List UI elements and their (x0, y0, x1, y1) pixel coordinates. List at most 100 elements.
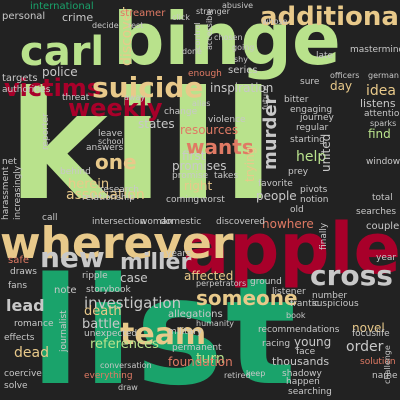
word-victims: victims (4, 74, 102, 102)
word-thousands: thousands (272, 355, 330, 368)
word-resources: resources (180, 123, 239, 137)
word-recommendations: recommendations (258, 325, 340, 335)
word-nowhere: nowhere (262, 217, 314, 231)
word-turn: turn (196, 351, 225, 367)
word-focus: focus (352, 329, 377, 339)
word-someone: someone (196, 286, 298, 310)
word-late: late (316, 51, 334, 61)
word-click: click (172, 13, 190, 22)
word-series: series (228, 65, 258, 76)
word-years: years (166, 249, 191, 259)
word-streamer: streamer (120, 8, 166, 19)
word-starting: starting (290, 135, 325, 145)
word-inspiration: inspiration (210, 81, 274, 95)
word-engaging: engaging (290, 105, 333, 115)
word-abusive: abusive (222, 1, 254, 10)
word-whose: whose (262, 17, 288, 26)
word-life: life (376, 329, 390, 339)
word-couple: couple (366, 221, 400, 232)
word-chosen: chosen (214, 33, 243, 42)
word-allegations: allegations (168, 309, 223, 320)
word-miller: miller (120, 250, 192, 275)
word-coercive: coercive (4, 369, 42, 379)
word-help: help (296, 149, 327, 165)
word-list: list (30, 246, 299, 400)
word-regular: regular (296, 123, 329, 133)
word-notion: notion (300, 195, 329, 205)
word-solve: solve (4, 381, 28, 391)
word-discovered: discovered (216, 217, 265, 227)
word-searching: searching (288, 387, 332, 397)
word-herein: herein (68, 177, 110, 192)
word-ripple: ripple (82, 271, 108, 281)
word-crime: crime (62, 11, 94, 24)
word-carl: carl (20, 29, 105, 75)
word-kill: kill (8, 60, 279, 234)
word-leave: leave (98, 129, 123, 139)
word-name: name (372, 371, 398, 381)
word-window: window (366, 157, 400, 167)
word-away: away (124, 93, 146, 102)
word-shadowy: shadowy (282, 369, 322, 379)
word-listens: listens (360, 97, 396, 110)
word-effects: effects (4, 333, 35, 343)
word-intersection: intersection (92, 217, 146, 227)
word-answers: answers (86, 143, 124, 153)
word-unexpected: unexpected (84, 329, 138, 339)
word-safe: safe (8, 255, 30, 266)
word-alias: alias (192, 99, 211, 108)
word-challenge: challenge (383, 345, 392, 384)
word-perpetrators: perpetrators (196, 279, 247, 288)
word-first: first (182, 149, 206, 163)
word-permanent: permanent (172, 343, 222, 353)
word-everything: everything (84, 371, 133, 381)
word-case: case (120, 271, 148, 285)
word-states: states (138, 117, 175, 131)
word-school: school (98, 137, 124, 146)
word-searches: searches (356, 207, 397, 217)
word-future: future (261, 85, 270, 110)
word-young: young (294, 335, 332, 349)
word-keep: keep (246, 369, 266, 378)
word-accessible: accessible (205, 8, 214, 50)
word-going: going (232, 43, 255, 52)
word-mastermind: mastermind (350, 45, 400, 55)
word-idea: idea (366, 83, 396, 99)
word-old: old (290, 205, 304, 215)
word-finally: finally (319, 222, 329, 250)
word-wants: wants (186, 135, 254, 159)
word-novel: novel (352, 321, 385, 335)
word-pivots: pivots (300, 185, 328, 195)
word-note: note (54, 285, 77, 296)
word-reporter: reporter (41, 113, 51, 150)
word-research: research (100, 185, 139, 195)
word-suspicious: suspicious (312, 299, 359, 309)
word-conversation: conversation (100, 361, 152, 370)
word-woman: woman (140, 217, 173, 227)
word-trying: trying (243, 146, 257, 182)
word-takes: takes (214, 171, 239, 181)
word-stranger: stranger (196, 7, 230, 16)
word-happen: happen (286, 377, 320, 387)
word-lead: lead (6, 296, 45, 315)
word-people: people (256, 189, 297, 203)
word-bitter: bitter (284, 95, 309, 105)
word-year: year (376, 253, 397, 263)
word-done: done (182, 47, 202, 56)
word-worst: worst (200, 195, 225, 205)
word-favorite: favorite (258, 179, 293, 189)
word-net: net (2, 157, 17, 167)
word-shy: shy (234, 55, 248, 64)
word-domestic: domestic (160, 217, 202, 227)
word-decide: decide (92, 21, 119, 30)
word-foundation: foundation (168, 355, 233, 369)
word-international: international (30, 1, 94, 12)
word-violence: violence (208, 115, 246, 125)
word-german: german (368, 71, 399, 80)
word-find: find (368, 127, 391, 141)
word-retired: retired (224, 371, 251, 380)
word-fans: fans (8, 281, 28, 291)
word-threat: threat (62, 93, 90, 103)
word-ground: ground (250, 277, 282, 287)
